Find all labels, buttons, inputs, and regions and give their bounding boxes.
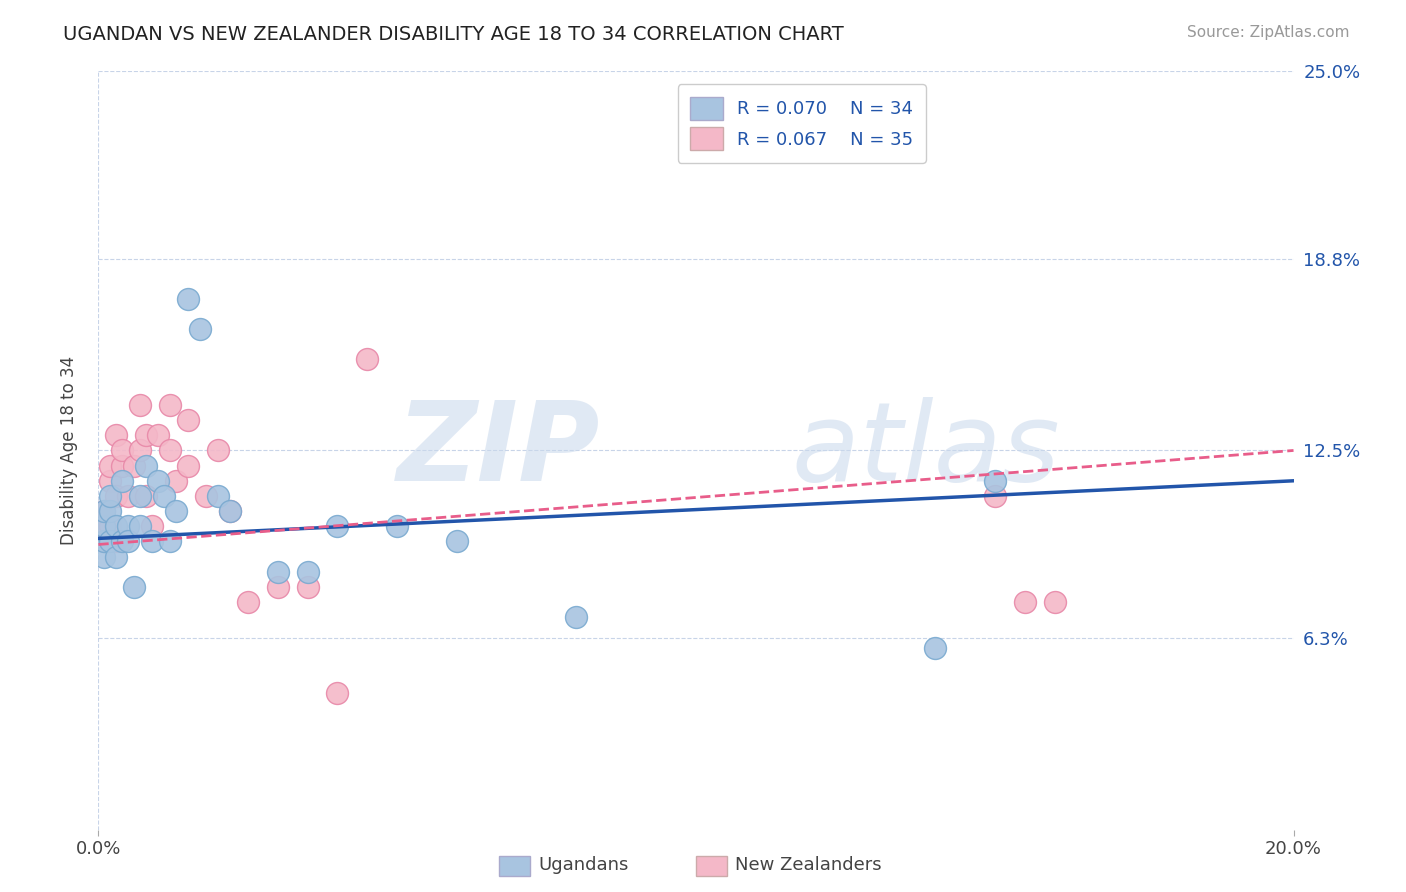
Point	[297, 565, 319, 579]
Point	[111, 534, 134, 549]
Text: ZIP: ZIP	[396, 397, 600, 504]
Point	[177, 458, 200, 473]
Point	[219, 504, 242, 518]
Point	[177, 292, 200, 306]
Point	[93, 549, 115, 564]
Point	[105, 428, 128, 442]
Text: Ugandans: Ugandans	[538, 856, 628, 874]
Point	[1043, 595, 1066, 609]
Point	[165, 504, 187, 518]
Point	[267, 565, 290, 579]
Y-axis label: Disability Age 18 to 34: Disability Age 18 to 34	[59, 356, 77, 545]
Point	[159, 398, 181, 412]
Point	[105, 519, 128, 533]
Point	[984, 474, 1007, 488]
Point	[124, 458, 146, 473]
Point	[93, 519, 115, 533]
Point	[148, 474, 170, 488]
Point	[111, 443, 134, 458]
Point	[111, 474, 134, 488]
Point	[356, 352, 378, 367]
Point	[135, 489, 157, 503]
Point	[93, 534, 115, 549]
Point	[93, 504, 115, 518]
Point	[188, 322, 211, 336]
Point	[153, 489, 176, 503]
Point	[565, 610, 588, 624]
Point	[98, 458, 122, 473]
Point	[446, 534, 468, 549]
Point	[98, 534, 122, 549]
Point	[93, 534, 115, 549]
Point	[135, 428, 157, 442]
Point	[177, 413, 200, 427]
Point	[207, 443, 229, 458]
Point	[135, 458, 157, 473]
Point	[236, 595, 259, 609]
Point	[148, 428, 170, 442]
Point	[385, 519, 409, 533]
Point	[93, 519, 115, 533]
Text: Source: ZipAtlas.com: Source: ZipAtlas.com	[1187, 25, 1350, 40]
Point	[117, 534, 139, 549]
Point	[105, 549, 128, 564]
Point	[93, 504, 115, 518]
Point	[141, 519, 163, 533]
Text: UGANDAN VS NEW ZEALANDER DISABILITY AGE 18 TO 34 CORRELATION CHART: UGANDAN VS NEW ZEALANDER DISABILITY AGE …	[63, 25, 844, 44]
Point	[98, 474, 122, 488]
Point	[207, 489, 229, 503]
Point	[141, 534, 163, 549]
Point	[159, 534, 181, 549]
Point	[326, 519, 349, 533]
Point	[105, 534, 128, 549]
Point	[924, 640, 946, 655]
Point	[105, 489, 128, 503]
Point	[98, 519, 122, 533]
Point	[129, 398, 152, 412]
Legend: R = 0.070    N = 34, R = 0.067    N = 35: R = 0.070 N = 34, R = 0.067 N = 35	[678, 84, 927, 163]
Point	[165, 474, 187, 488]
Point	[98, 489, 122, 503]
Point	[117, 519, 139, 533]
Point	[111, 458, 134, 473]
Text: New Zealanders: New Zealanders	[735, 856, 882, 874]
Point	[117, 489, 139, 503]
Text: atlas: atlas	[792, 397, 1060, 504]
Point	[129, 443, 152, 458]
Point	[297, 580, 319, 594]
Point	[984, 489, 1007, 503]
Point	[129, 489, 152, 503]
Point	[129, 519, 152, 533]
Point	[195, 489, 218, 503]
Point	[267, 580, 290, 594]
Point	[159, 443, 181, 458]
Point	[1014, 595, 1036, 609]
Point	[219, 504, 242, 518]
Point	[98, 504, 122, 518]
Point	[124, 580, 146, 594]
Point	[326, 686, 349, 700]
